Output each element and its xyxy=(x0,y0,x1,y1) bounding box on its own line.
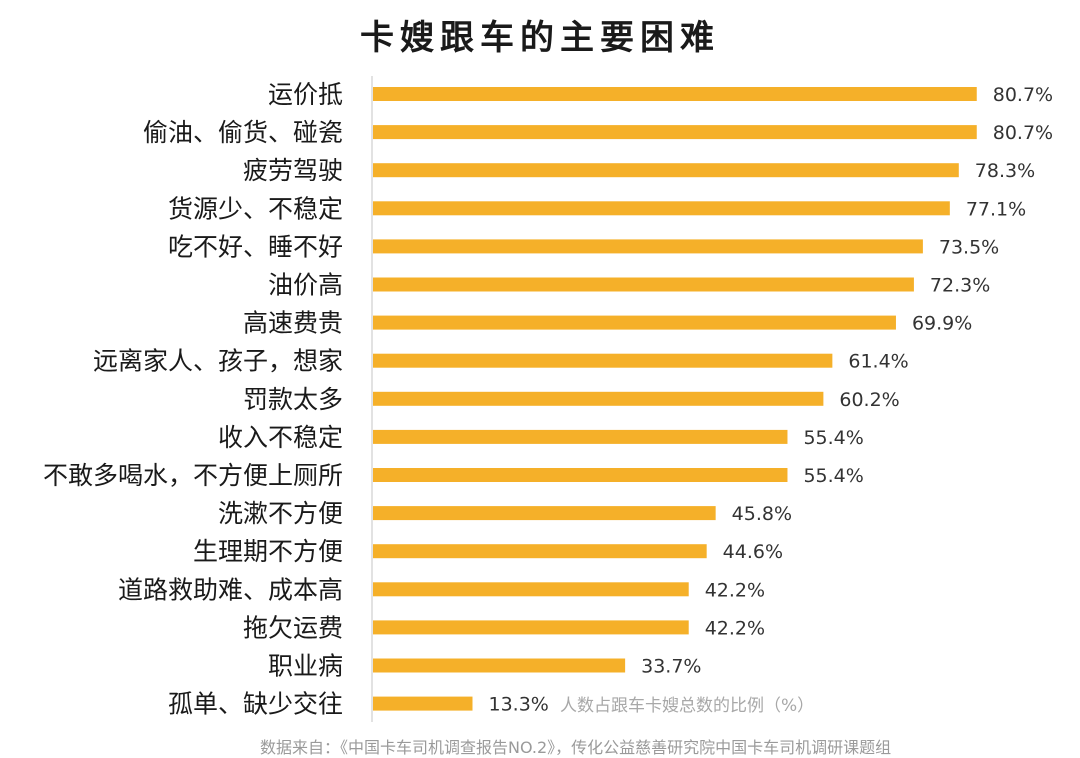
value-label: 13.3% xyxy=(489,694,549,716)
value-label: 80.7% xyxy=(993,84,1053,106)
bar xyxy=(373,506,716,521)
bar xyxy=(373,201,950,216)
category-label: 疲劳驾驶 xyxy=(243,156,343,185)
bar xyxy=(373,544,707,559)
value-label: 33.7% xyxy=(641,656,701,678)
bar xyxy=(373,315,896,330)
chart-title: 卡嫂跟车的主要困难 xyxy=(360,18,720,58)
value-label: 42.2% xyxy=(705,617,765,639)
bar xyxy=(373,125,977,140)
bar xyxy=(373,696,473,711)
value-label: 69.9% xyxy=(912,313,972,335)
bar xyxy=(373,468,788,482)
bar xyxy=(373,353,833,368)
category-label: 洗漱不方便 xyxy=(218,499,343,528)
category-label: 罚款太多 xyxy=(243,385,343,414)
category-label: 偷油、偷货、碰瓷 xyxy=(143,118,343,147)
value-label: 77.1% xyxy=(966,198,1026,220)
category-label: 远离家人、孩子，想家 xyxy=(93,347,343,376)
value-label: 55.4% xyxy=(803,427,863,449)
category-label: 拖欠运费 xyxy=(243,613,343,642)
value-label: 60.2% xyxy=(839,389,899,411)
bar xyxy=(373,163,959,178)
value-label: 78.3% xyxy=(975,160,1035,182)
bar xyxy=(373,429,788,444)
value-label: 61.4% xyxy=(848,351,908,373)
category-label: 收入不稳定 xyxy=(218,423,343,452)
bar xyxy=(373,658,626,673)
value-label: 80.7% xyxy=(993,122,1053,144)
value-label: 72.3% xyxy=(930,275,990,297)
value-label: 45.8% xyxy=(732,503,792,525)
bar xyxy=(373,582,689,597)
bar xyxy=(373,87,977,101)
bar xyxy=(373,239,923,254)
value-label: 42.2% xyxy=(705,579,765,601)
value-label: 44.6% xyxy=(723,541,783,563)
bar xyxy=(373,620,689,635)
category-label: 道路救助难、成本高 xyxy=(118,575,343,604)
category-label: 不敢多喝水，不方便上厕所 xyxy=(43,461,343,490)
value-label: 55.4% xyxy=(803,465,863,487)
category-label: 孤单、缺少交往 xyxy=(168,690,343,719)
category-label: 高速费贵 xyxy=(243,309,343,338)
category-label: 职业病 xyxy=(268,652,343,681)
category-label: 吃不好、睡不好 xyxy=(168,232,343,261)
category-label: 运价抵 xyxy=(268,80,343,109)
category-label: 油价高 xyxy=(268,271,343,300)
value-label: 73.5% xyxy=(939,236,999,258)
bar xyxy=(373,277,914,292)
bar xyxy=(373,391,824,406)
source-note: 数据来自：《中国卡车司机调查报告NO.2》，传化公益慈善研究院中国卡车司机调研课… xyxy=(260,738,892,757)
category-label: 生理期不方便 xyxy=(193,537,343,566)
chart-annotation: 人数占跟车卡嫂总数的比例（%） xyxy=(560,696,814,716)
category-label: 货源少、不稳定 xyxy=(168,194,343,223)
